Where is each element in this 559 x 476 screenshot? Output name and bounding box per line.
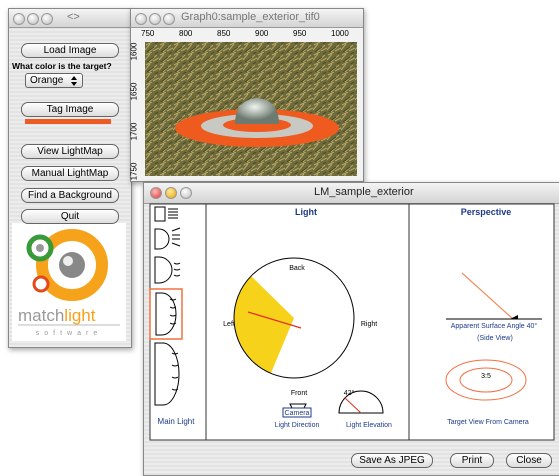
lightmap-window: LM_sample_exterior Main Light Light Back… <box>143 182 559 476</box>
logo-highlight <box>63 256 73 266</box>
zoom-light[interactable] <box>163 13 175 25</box>
sidebar-label: Main Light <box>158 417 196 426</box>
screen: <> What color is the target? Orange matc… <box>0 0 559 474</box>
button[interactable]: Manual LightMap <box>21 166 119 181</box>
zoom-light[interactable] <box>41 13 53 25</box>
button[interactable]: Load Image <box>21 43 119 58</box>
zoom-light[interactable] <box>180 187 192 199</box>
ratio: 3:5 <box>481 373 491 380</box>
y-tick-label: 1750 <box>129 163 138 181</box>
minimize-light[interactable] <box>165 187 177 199</box>
select-arrows <box>69 75 79 87</box>
title-bar: Graph0:sample_exterior_tif0 <box>131 9 363 28</box>
label-right: Right <box>361 321 377 328</box>
close-light[interactable] <box>135 13 147 25</box>
lightmap-content: Main Light Light Back Left Right Front C… <box>144 203 559 475</box>
button[interactable]: Close <box>506 453 552 468</box>
panel-title: Perspective <box>461 207 512 217</box>
window-title: Graph0:sample_exterior_tif0 <box>181 11 320 23</box>
brand-b: light <box>64 306 95 325</box>
label-left: Left <box>223 321 235 328</box>
title-bar: <> <box>9 9 131 28</box>
elevation-value: 42° <box>344 389 355 397</box>
title-bar: LM_sample_exterior <box>144 183 559 204</box>
window-title: LM_sample_exterior <box>314 186 414 198</box>
button[interactable]: View LightMap <box>21 144 119 159</box>
logo-text: matchlight <box>18 306 96 325</box>
close-light[interactable] <box>13 13 25 25</box>
label-front: Front <box>291 390 307 397</box>
minimize-light[interactable] <box>27 13 39 25</box>
button[interactable]: Find a Background <box>21 188 119 203</box>
camera-label: Camera <box>285 410 310 417</box>
angle-label: Apparent Surface Angle 40° <box>451 322 538 330</box>
color-select[interactable]: Orange <box>25 73 83 88</box>
label-back: Back <box>289 265 305 272</box>
y-tick-label: 1700 <box>129 123 138 141</box>
button[interactable]: Quit <box>21 209 119 224</box>
palette-window: <> What color is the target? Orange matc… <box>8 8 132 348</box>
tagline: software <box>36 330 102 337</box>
button[interactable]: Print <box>450 453 494 468</box>
window-title: <> <box>67 11 80 23</box>
x-tick-label: 950 <box>293 29 306 38</box>
button[interactable]: Tag Image <box>21 102 119 117</box>
close-light[interactable] <box>150 187 162 199</box>
direction-label: Light Direction <box>275 422 320 429</box>
logo-red <box>34 277 48 291</box>
question: What color is the target? <box>12 61 112 71</box>
logo-core <box>59 252 85 278</box>
x-tick-label: 850 <box>217 29 230 38</box>
graph-window: Graph0:sample_exterior_tif0 750 800 850 900… <box>130 8 364 182</box>
select-value: Orange <box>30 75 63 86</box>
y-tick-label: 1600 <box>129 43 138 61</box>
x-tick-label: 750 <box>141 29 154 38</box>
y-tick-label: 1650 <box>129 83 138 101</box>
x-tick-label: 800 <box>179 29 192 38</box>
logo: matchlight software <box>12 223 126 341</box>
side-view: (Side View) <box>477 335 513 342</box>
color-swatch <box>25 119 111 124</box>
brand-a: match <box>18 306 64 325</box>
button[interactable]: Save As JPEG <box>351 453 433 468</box>
target-label: Target View From Camera <box>447 419 529 426</box>
logo-green-core <box>36 244 44 252</box>
x-tick-label: 900 <box>255 29 268 38</box>
image <box>145 42 357 176</box>
elevation-label: Light Elevation <box>346 422 392 429</box>
panel-title: Light <box>295 207 317 217</box>
minimize-light[interactable] <box>149 13 161 25</box>
x-tick-label: 1000 <box>331 29 349 38</box>
